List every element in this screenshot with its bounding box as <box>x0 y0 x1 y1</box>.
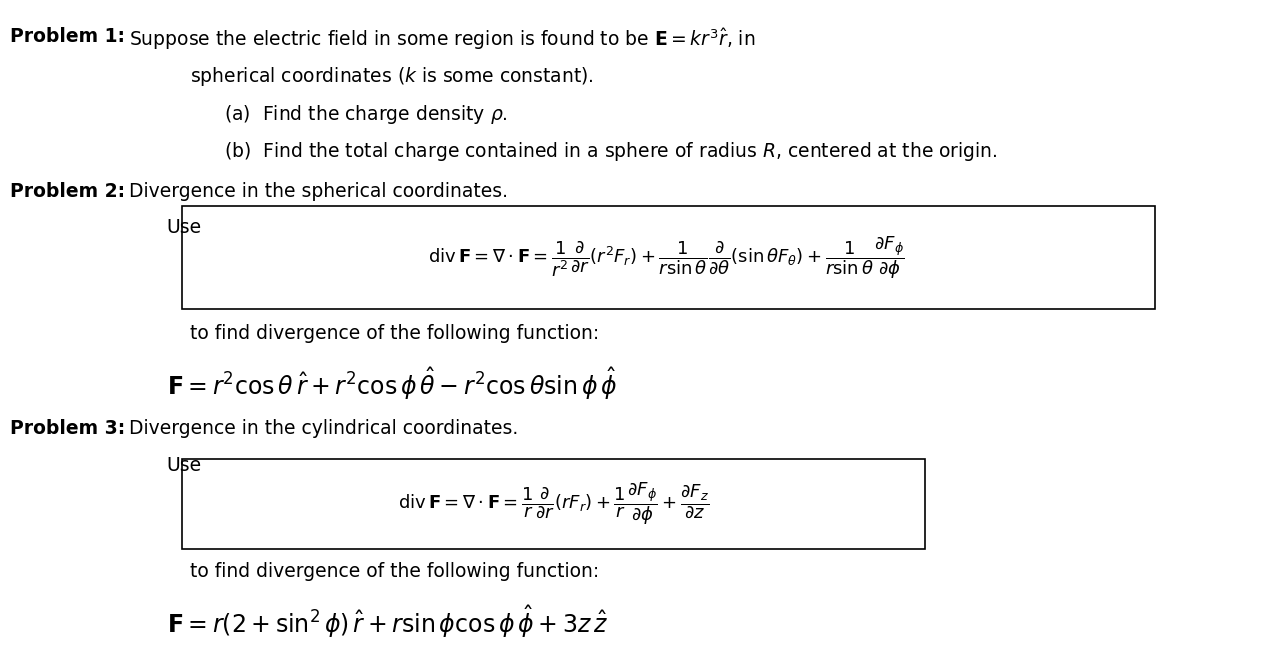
FancyBboxPatch shape <box>182 459 925 549</box>
Text: $\mathrm{div}\,\mathbf{F} = \nabla\cdot\mathbf{F} = \dfrac{1}{r^2}\dfrac{\partia: $\mathrm{div}\,\mathbf{F} = \nabla\cdot\… <box>428 234 904 281</box>
Text: (a)  Find the charge density $\rho$.: (a) Find the charge density $\rho$. <box>224 103 509 126</box>
Text: Use: Use <box>167 456 201 475</box>
Text: Divergence in the cylindrical coordinates.: Divergence in the cylindrical coordinate… <box>129 419 519 438</box>
Text: (b)  Find the total charge contained in a sphere of radius $R$, centered at the : (b) Find the total charge contained in a… <box>224 140 998 163</box>
Text: to find divergence of the following function:: to find divergence of the following func… <box>190 562 598 581</box>
Text: Problem 3:: Problem 3: <box>10 419 126 438</box>
FancyBboxPatch shape <box>182 206 1155 309</box>
Text: $\mathbf{F} = r^2\cos\theta\,\hat{r} + r^2\cos\phi\,\hat{\theta} - r^2\cos\theta: $\mathbf{F} = r^2\cos\theta\,\hat{r} + r… <box>167 366 617 402</box>
Text: Suppose the electric field in some region is found to be $\mathbf{E} = kr^3\hat{: Suppose the electric field in some regio… <box>129 27 756 53</box>
Text: Use: Use <box>167 218 201 237</box>
Text: spherical coordinates ($k$ is some constant).: spherical coordinates ($k$ is some const… <box>190 65 593 88</box>
Text: $\mathbf{F} = r(2 + \sin^2\phi)\,\hat{r} + r\sin\phi\cos\phi\,\hat{\phi} + 3z\,\: $\mathbf{F} = r(2 + \sin^2\phi)\,\hat{r}… <box>167 604 607 640</box>
Text: to find divergence of the following function:: to find divergence of the following func… <box>190 324 598 343</box>
Text: Problem 2:: Problem 2: <box>10 182 126 201</box>
Text: Problem 1:: Problem 1: <box>10 27 126 46</box>
Text: $\mathrm{div}\,\mathbf{F} = \nabla\cdot\mathbf{F} = \dfrac{1}{r}\dfrac{\partial}: $\mathrm{div}\,\mathbf{F} = \nabla\cdot\… <box>398 480 708 527</box>
Text: Divergence in the spherical coordinates.: Divergence in the spherical coordinates. <box>129 182 509 201</box>
